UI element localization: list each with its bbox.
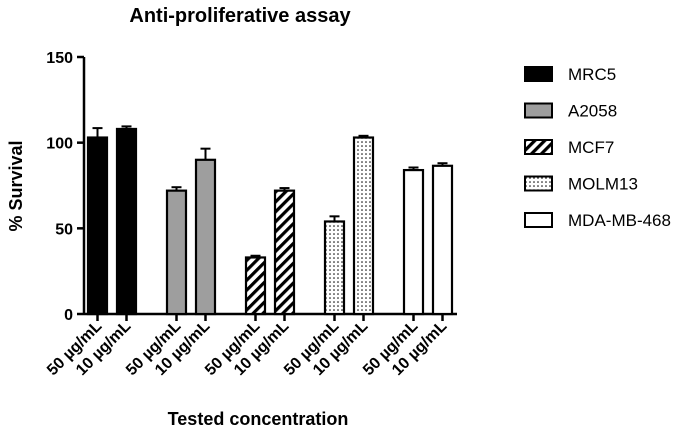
bar: [115, 127, 138, 316]
bar: [165, 189, 188, 316]
bar: [402, 168, 425, 316]
bar: [86, 136, 109, 316]
legend-label: MRC5: [568, 65, 616, 84]
legend-label: MCF7: [568, 138, 614, 157]
bars: [86, 125, 454, 316]
y-tick-label: 0: [64, 307, 73, 324]
legend-swatch: [524, 102, 553, 119]
y-axis-title: % Survival: [6, 140, 26, 231]
bar: [431, 164, 454, 316]
bar: [244, 256, 267, 316]
bar: [323, 220, 346, 316]
legend: MRC5 A2058 MCF7 MOLM13 MDA-MB-468: [524, 65, 671, 230]
y-tick-label: 50: [55, 221, 73, 238]
legend-label: A2058: [568, 102, 617, 121]
y-tick-label: 100: [46, 136, 73, 153]
legend-swatch: [524, 66, 553, 82]
legend-swatch: [524, 212, 553, 228]
legend-swatch: [524, 175, 553, 192]
legend-swatch: [524, 139, 553, 155]
bar: [273, 189, 296, 316]
chart-title: Anti-proliferative assay: [129, 5, 351, 27]
legend-label: MOLM13: [568, 175, 638, 194]
y-tick-label: 150: [46, 50, 73, 67]
bar: [194, 158, 217, 316]
x-axis-title: Tested concentration: [168, 409, 349, 429]
legend-label: MDA-MB-468: [568, 211, 671, 230]
axes: 0 50 100 150: [46, 50, 457, 324]
bar: [352, 136, 375, 316]
